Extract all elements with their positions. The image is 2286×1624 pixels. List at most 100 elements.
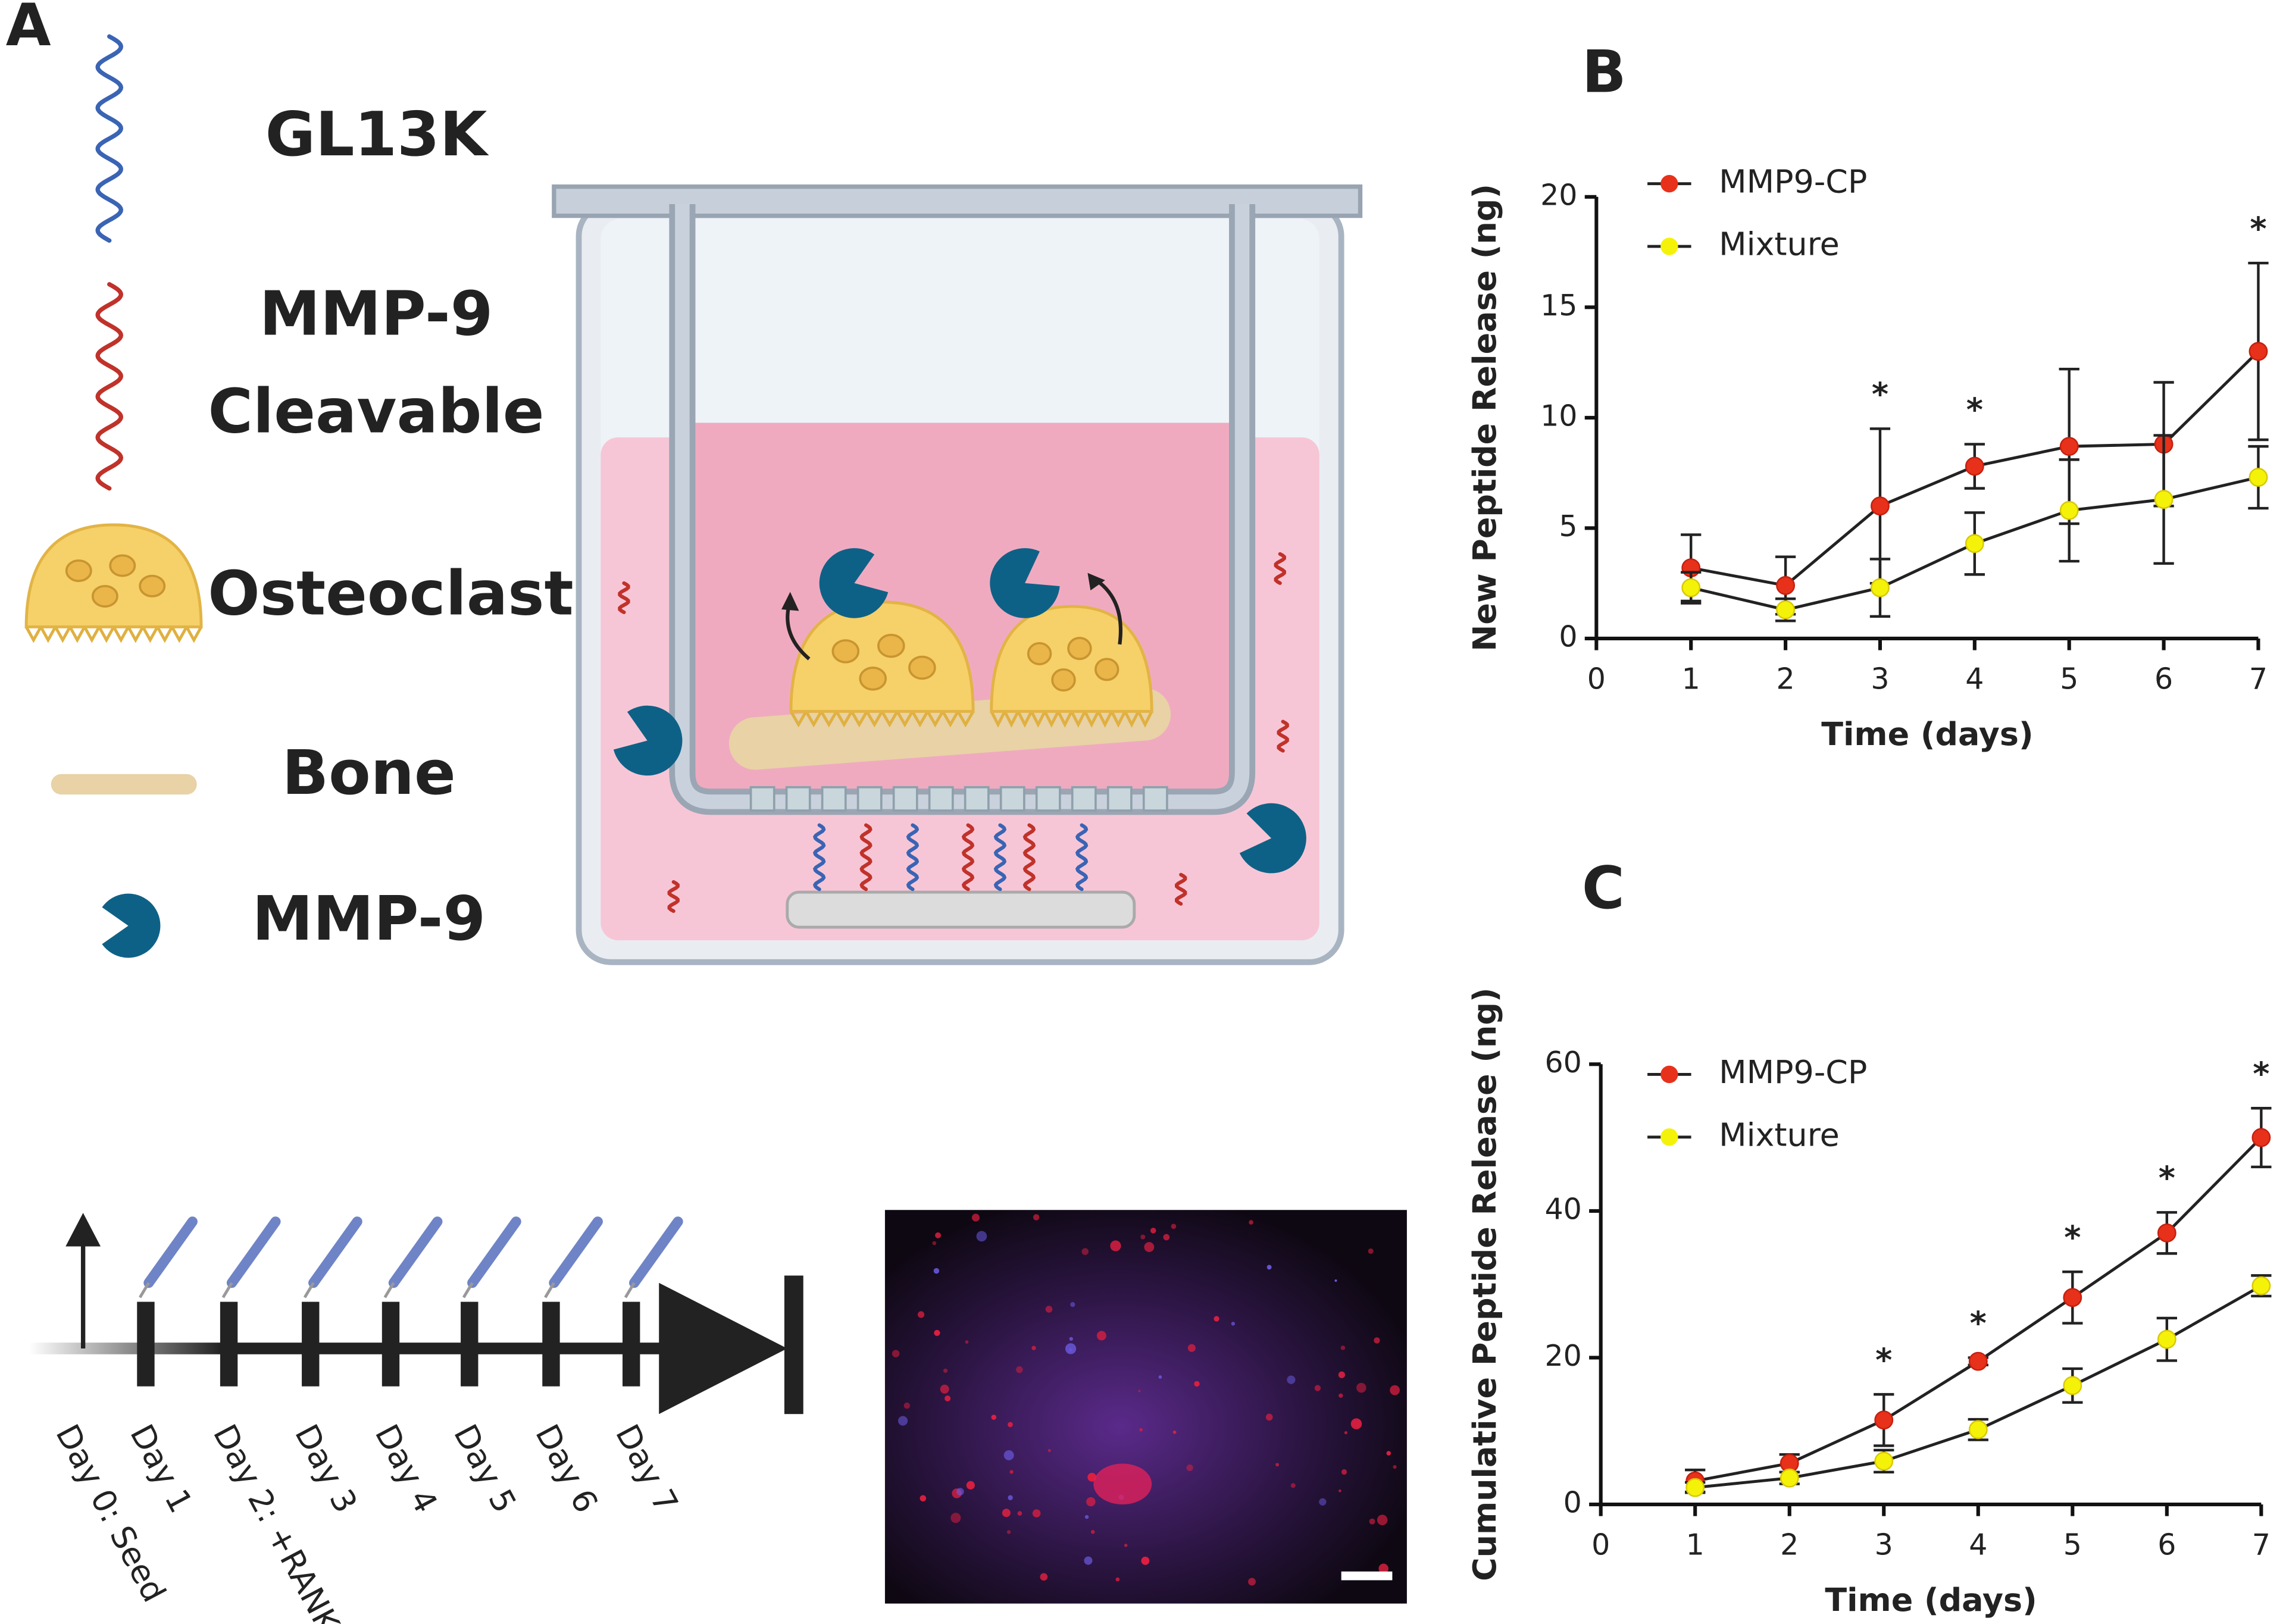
x-axis-label: Time (days) — [1821, 715, 2033, 753]
x-tick-label: 6 — [2154, 662, 2173, 696]
day-tick — [542, 1301, 560, 1387]
peptide — [618, 581, 630, 614]
cell-signal — [1069, 1337, 1073, 1341]
data-point — [2063, 1376, 2082, 1395]
timeline-label: Day 6 — [528, 1418, 605, 1519]
cell-signal — [1045, 1306, 1053, 1313]
membrane-pore — [1142, 786, 1168, 812]
cell-signal — [1194, 1381, 1200, 1387]
y-tick-label: 60 — [1544, 1046, 1581, 1079]
cell-signal — [1265, 1413, 1273, 1421]
scale-bar — [1341, 1571, 1393, 1581]
x-tick-label: 5 — [2060, 662, 2078, 696]
data-point — [2059, 500, 2079, 520]
data-point — [1871, 496, 1890, 516]
cell-signal — [1158, 1375, 1162, 1379]
membrane-pore — [1071, 786, 1097, 812]
cell-signal — [1031, 1345, 1036, 1350]
x-tick-label: 3 — [1875, 1528, 1893, 1562]
cell-signal — [1344, 1431, 1347, 1435]
cell-signal — [1008, 1422, 1013, 1428]
x-tick-label: 2 — [1780, 1528, 1799, 1562]
panel-label: A — [6, 0, 51, 60]
cell-signal — [1275, 1463, 1280, 1467]
cell-signal — [1163, 1234, 1170, 1241]
data-point — [2249, 468, 2268, 487]
legend-text: Cleavable — [208, 377, 544, 448]
pipette — [467, 1216, 521, 1288]
nucleus — [1094, 658, 1119, 681]
cell-signal — [1171, 1224, 1177, 1229]
osteoclast-fringe — [24, 624, 203, 643]
membrane-pore — [964, 786, 990, 812]
x-tick-label: 1 — [1686, 1528, 1705, 1562]
cell-signal — [935, 1232, 942, 1238]
x-tick-label: 6 — [2157, 1528, 2176, 1562]
cell-signal — [1144, 1242, 1155, 1252]
cell-signal — [1096, 1331, 1106, 1341]
peptide — [1022, 823, 1036, 891]
nucleus — [831, 639, 860, 664]
day-tick — [381, 1301, 400, 1387]
cell-signal — [966, 1481, 975, 1490]
cell-signal — [1374, 1337, 1380, 1344]
data-point — [1776, 576, 1796, 595]
day-tick — [302, 1301, 320, 1387]
data-point — [1968, 1351, 1988, 1371]
y-axis-label: Cumulative Peptide Release (ng) — [1466, 987, 1503, 1581]
arrowhead — [65, 1213, 101, 1247]
pipette — [226, 1216, 281, 1288]
membrane-pore — [928, 786, 954, 812]
cell-signal — [943, 1368, 948, 1373]
cell-signal — [933, 1268, 940, 1274]
y-tick-label: 40 — [1544, 1192, 1581, 1226]
legend-marker — [1660, 1065, 1678, 1084]
legend-marker — [1660, 175, 1678, 193]
cell-signal — [1187, 1344, 1196, 1352]
cell-signal — [1290, 1483, 1296, 1488]
y-tick-label: 0 — [1563, 1486, 1582, 1520]
cell-signal — [1016, 1366, 1023, 1373]
significance: * — [2253, 1055, 2269, 1093]
timeline-label: Day 5 — [446, 1418, 524, 1519]
pipette-tip — [303, 1282, 315, 1298]
day-tick — [461, 1301, 479, 1387]
pipette-tip — [544, 1282, 555, 1298]
y-tick-label: 0 — [1559, 619, 1577, 653]
data-point — [2157, 1223, 2176, 1243]
cell-signal — [1339, 1393, 1343, 1398]
significance: * — [1875, 1341, 1892, 1379]
peptide — [1274, 552, 1286, 585]
day-tick — [220, 1301, 238, 1387]
x-tick-label: 4 — [1965, 662, 1984, 696]
mmp9-enzyme — [1239, 803, 1306, 874]
mmp9-enzyme — [613, 705, 683, 776]
nucleus — [109, 554, 136, 577]
membrane-pore — [892, 786, 918, 812]
timeline-label: Day 7 — [608, 1418, 686, 1519]
significance: * — [2064, 1219, 2081, 1256]
peptide — [859, 823, 873, 891]
data-point — [2063, 1288, 2082, 1307]
nucleus — [1067, 637, 1092, 661]
data-point — [1874, 1451, 1894, 1471]
peptide — [993, 823, 1007, 891]
cell-signal — [1087, 1472, 1097, 1482]
arrow — [1095, 578, 1122, 645]
cell-signal — [1139, 1428, 1143, 1432]
cell-signal — [1090, 1529, 1095, 1534]
day-tick — [622, 1301, 640, 1387]
cell-signal — [1249, 1220, 1253, 1225]
data-point — [2251, 1128, 2271, 1147]
legend-text: MMP-9 — [259, 279, 493, 349]
osteoclast — [24, 523, 203, 628]
significance: * — [2159, 1159, 2175, 1197]
cell-signal — [1070, 1302, 1075, 1307]
legend-text: GL13K — [265, 99, 489, 170]
cell-signal — [1341, 1469, 1347, 1475]
cell-signal — [898, 1416, 908, 1426]
nucleus — [65, 559, 92, 583]
membrane-pore — [1106, 786, 1133, 812]
cell-signal — [1186, 1464, 1193, 1472]
data-point — [1968, 1420, 1988, 1440]
